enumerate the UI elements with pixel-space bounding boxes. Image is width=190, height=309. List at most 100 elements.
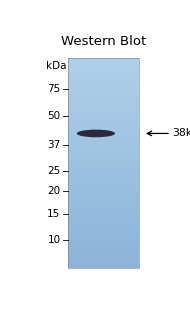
Text: 20: 20	[48, 186, 61, 197]
Bar	[68, 205, 139, 206]
Bar	[68, 75, 139, 76]
Bar	[68, 85, 139, 86]
Bar	[68, 90, 139, 91]
Bar	[68, 107, 139, 108]
Bar	[68, 196, 139, 197]
Bar	[68, 235, 139, 236]
Bar	[68, 74, 139, 75]
Bar	[68, 157, 139, 158]
Bar	[68, 266, 139, 267]
Bar	[68, 186, 139, 187]
Bar	[68, 136, 139, 137]
Bar	[68, 98, 139, 99]
Bar	[68, 171, 139, 173]
Bar	[68, 73, 139, 74]
Bar	[68, 218, 139, 219]
Bar	[68, 101, 139, 103]
Bar	[68, 103, 139, 104]
Bar	[68, 79, 139, 80]
Bar	[68, 155, 139, 156]
Bar	[68, 99, 139, 100]
Bar	[68, 177, 139, 178]
Bar	[68, 238, 139, 239]
Bar	[68, 64, 139, 65]
Bar	[68, 174, 139, 175]
Bar	[68, 147, 139, 149]
Bar	[68, 164, 139, 165]
Text: 37: 37	[47, 140, 61, 150]
Bar	[68, 167, 139, 168]
Bar	[68, 146, 139, 147]
Bar	[68, 187, 139, 188]
Bar	[68, 116, 139, 117]
Bar	[68, 222, 139, 223]
Bar	[68, 195, 139, 196]
Bar	[68, 228, 139, 229]
Text: 38kDa: 38kDa	[173, 129, 190, 138]
Bar	[68, 224, 139, 225]
Bar	[68, 58, 139, 60]
Bar	[68, 117, 139, 118]
Bar	[68, 92, 139, 93]
Bar	[68, 258, 139, 260]
Bar	[68, 108, 139, 109]
Bar	[68, 255, 139, 256]
Bar	[68, 152, 139, 153]
Bar	[68, 245, 139, 246]
Bar	[68, 210, 139, 211]
Bar	[68, 67, 139, 68]
Bar	[68, 248, 139, 249]
Bar	[68, 220, 139, 221]
Bar	[68, 183, 139, 184]
Bar	[68, 219, 139, 220]
Bar	[68, 168, 139, 169]
Bar	[68, 130, 139, 131]
Bar	[68, 165, 139, 166]
Bar	[68, 120, 139, 121]
Bar	[68, 127, 139, 128]
Bar	[68, 123, 139, 125]
Bar	[68, 112, 139, 113]
Bar	[68, 207, 139, 208]
Bar	[68, 252, 139, 253]
Bar	[68, 125, 139, 127]
Bar	[68, 229, 139, 230]
Bar	[68, 208, 139, 209]
Bar	[68, 223, 139, 224]
Bar	[68, 247, 139, 248]
Bar	[68, 181, 139, 182]
Bar	[68, 158, 139, 159]
Bar	[68, 96, 139, 97]
Bar	[68, 139, 139, 140]
Bar	[68, 89, 139, 90]
Bar	[68, 133, 139, 134]
Bar	[68, 131, 139, 132]
Bar	[68, 93, 139, 94]
Bar	[68, 267, 139, 268]
Bar	[68, 249, 139, 250]
Bar	[68, 84, 139, 85]
Bar	[68, 115, 139, 116]
Bar	[68, 185, 139, 186]
Bar	[68, 244, 139, 245]
Bar	[68, 104, 139, 106]
Bar	[68, 137, 139, 138]
Bar	[68, 250, 139, 251]
Bar	[68, 135, 139, 136]
Bar	[68, 91, 139, 92]
Bar	[68, 163, 139, 164]
Bar	[68, 236, 139, 238]
Bar	[68, 122, 139, 123]
Bar	[68, 100, 139, 101]
Bar	[68, 83, 139, 84]
Bar	[68, 233, 139, 234]
Bar	[68, 182, 139, 183]
Bar	[68, 199, 139, 200]
Bar	[68, 169, 139, 171]
Bar	[68, 159, 139, 160]
Text: 75: 75	[47, 84, 61, 94]
Bar	[68, 72, 139, 73]
Bar	[68, 234, 139, 235]
Bar	[68, 58, 139, 268]
Bar	[68, 113, 139, 114]
